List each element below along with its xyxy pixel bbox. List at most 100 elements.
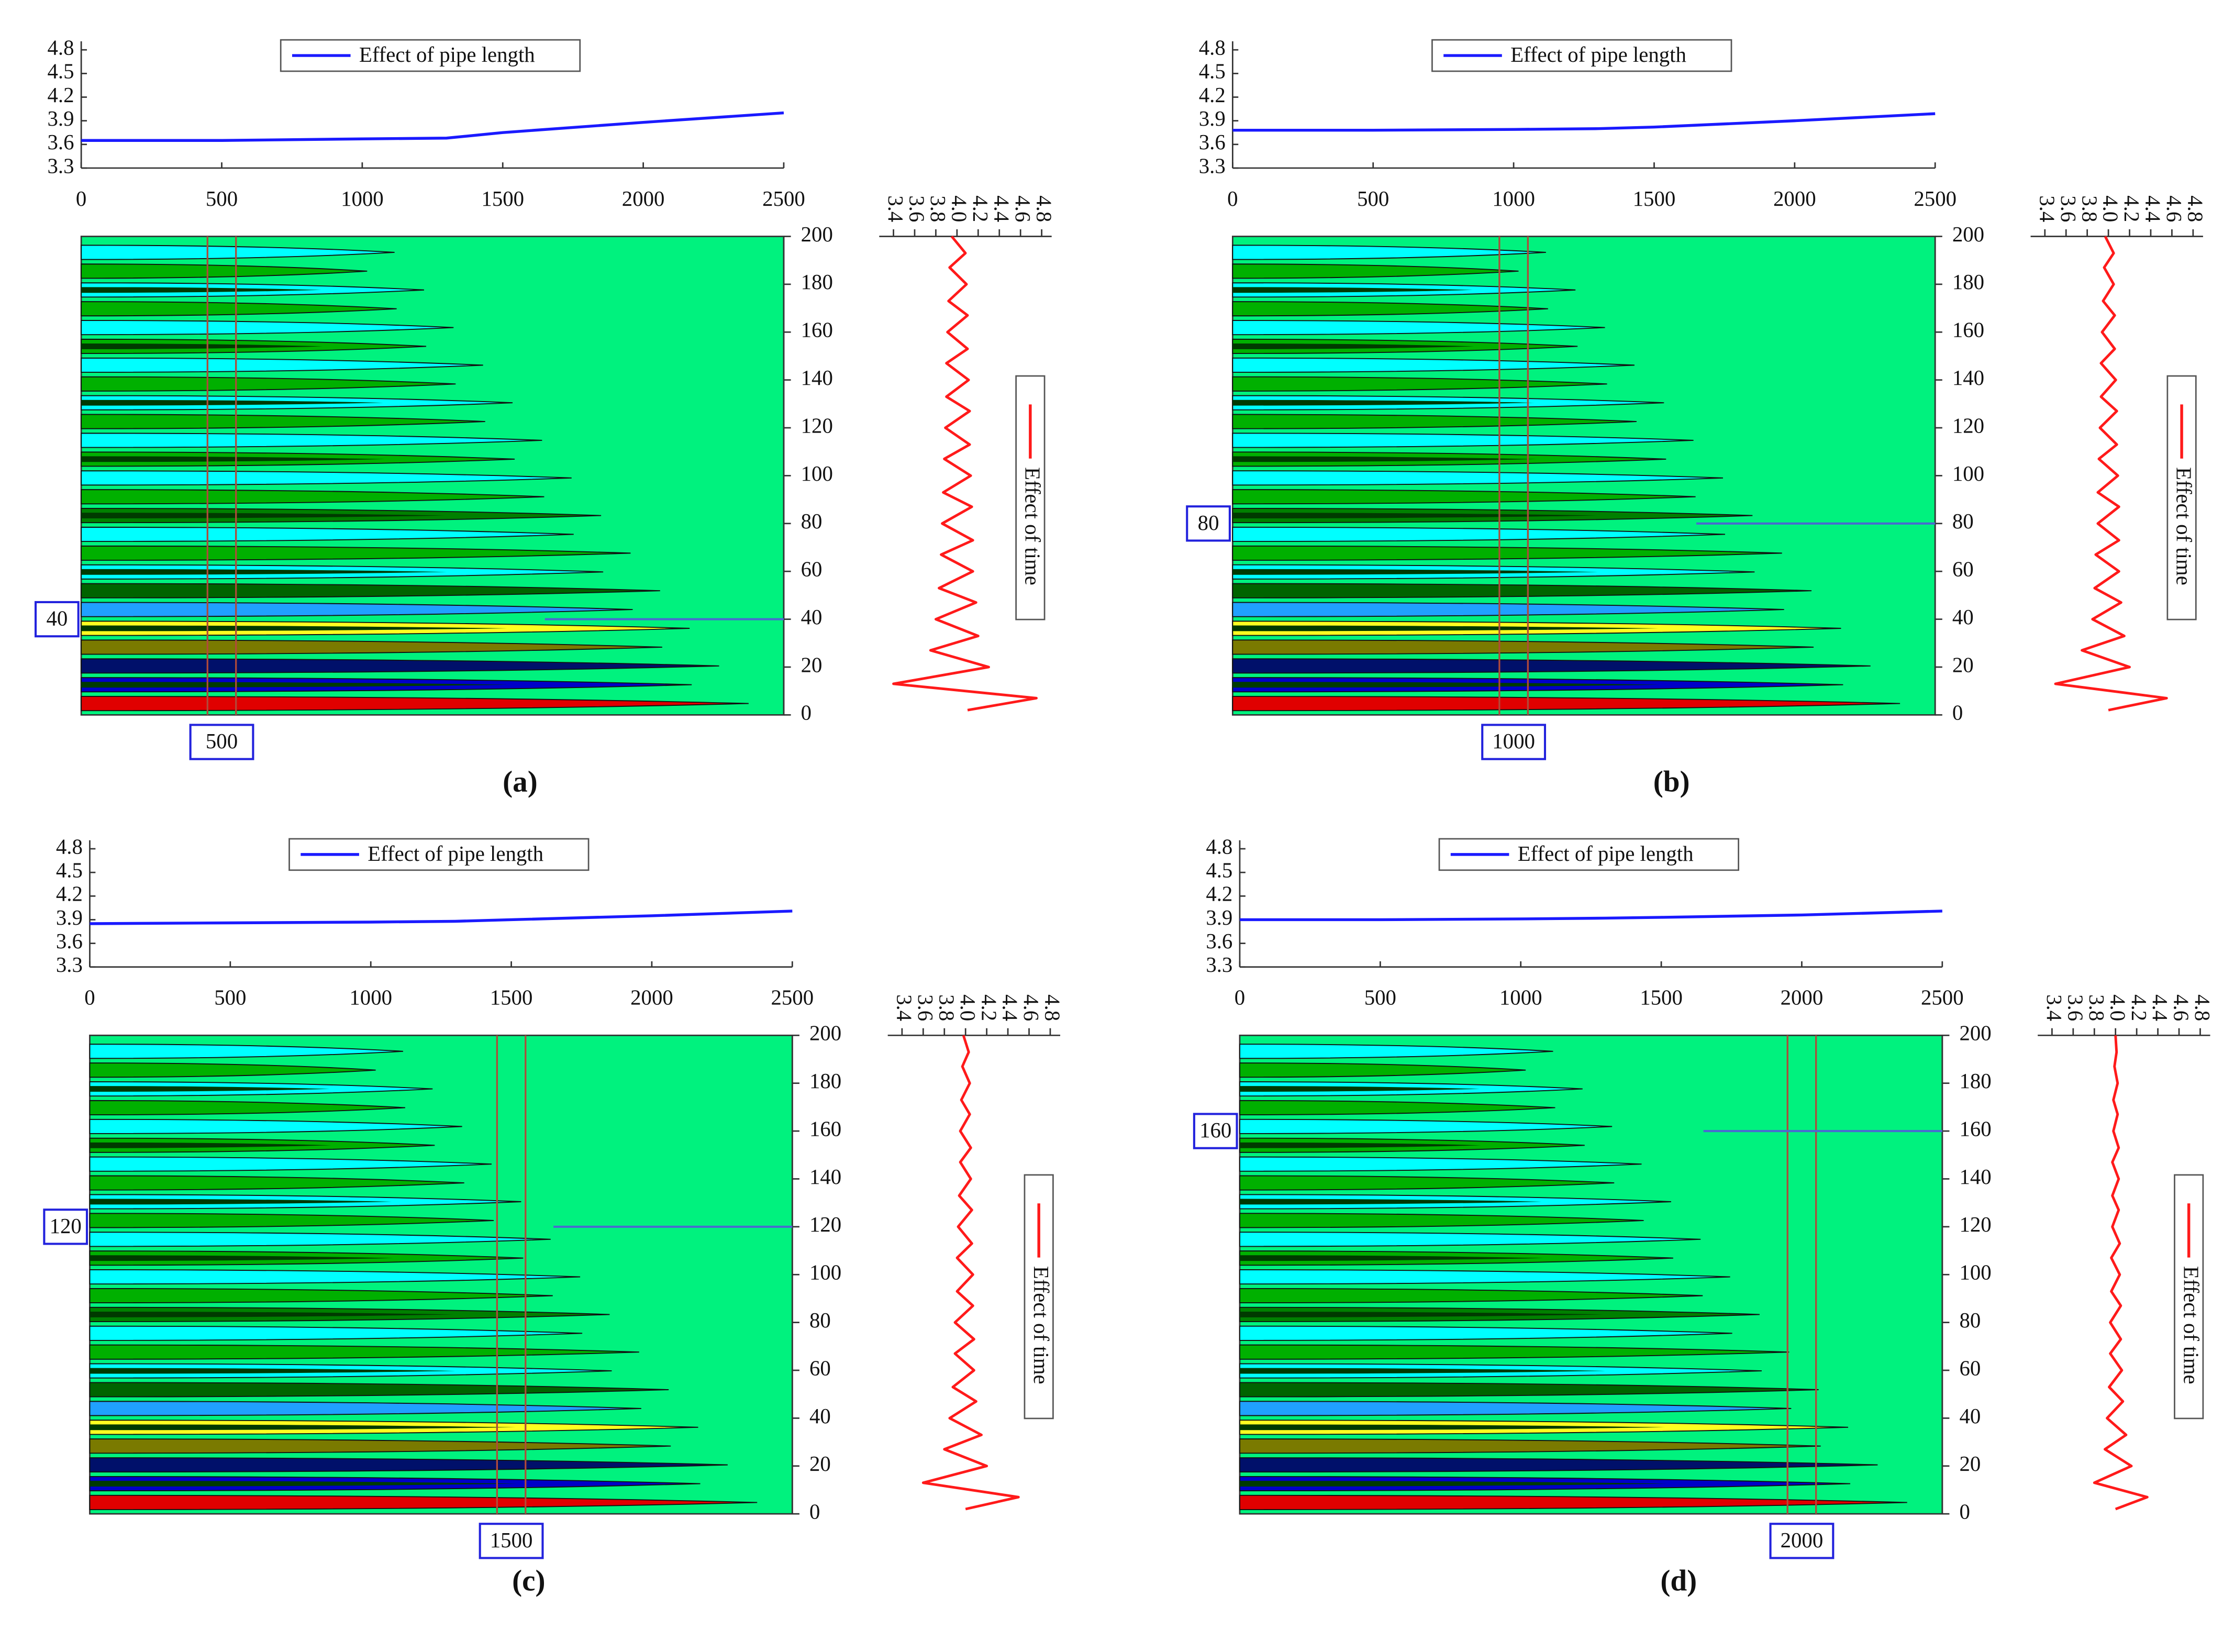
y-tick-label: 140 xyxy=(809,1165,841,1189)
x-tick-label: 4.6 xyxy=(2170,994,2193,1021)
contour-band xyxy=(1239,1118,1613,1134)
selected-y-box xyxy=(1186,505,1231,542)
y-tick-label: 120 xyxy=(1959,1213,1991,1236)
x-tick-label: 500 xyxy=(206,187,238,210)
contour-band xyxy=(1239,1175,1615,1191)
legend-label: Effect of pipe length xyxy=(1510,43,1686,66)
contour-inner xyxy=(1239,1311,1604,1317)
contour-inner xyxy=(81,343,323,349)
x-tick-label: 3.6 xyxy=(2057,195,2080,222)
x-tick-label: 0 xyxy=(1227,187,1238,210)
x-tick-label: 3.4 xyxy=(2035,195,2059,222)
selected-x-box xyxy=(1481,724,1547,760)
x-tick-label: 500 xyxy=(1357,187,1389,210)
y-tick-label: 100 xyxy=(1952,462,1984,485)
contour-band xyxy=(89,1269,581,1285)
contour-band xyxy=(89,1325,583,1341)
y-tick-label: 3.6 xyxy=(1199,130,1226,154)
selected-y-label: 120 xyxy=(50,1214,82,1238)
x-tick-label: 4.8 xyxy=(1041,994,1064,1021)
contour-inner xyxy=(1239,1255,1543,1261)
y-tick-label: 60 xyxy=(809,1356,831,1380)
x-tick-label: 4.0 xyxy=(956,994,980,1021)
x-tick-label: 2500 xyxy=(771,986,814,1010)
x-tick-label: 3.6 xyxy=(2063,994,2087,1021)
contour-band xyxy=(81,320,454,336)
y-tick-label: 3.9 xyxy=(1206,906,1232,929)
contour-band xyxy=(89,1062,376,1078)
contour-band xyxy=(1232,639,1814,655)
contour-inner xyxy=(90,1424,516,1431)
y-tick-label: 200 xyxy=(809,1022,841,1045)
y-tick-label: 0 xyxy=(1959,1500,1970,1524)
contour-inner xyxy=(1232,625,1659,631)
y-tick-label: 160 xyxy=(1959,1117,1991,1140)
x-tick-label: 1500 xyxy=(1633,187,1676,210)
y-tick-label: 4.8 xyxy=(1199,36,1226,60)
contour-band xyxy=(1232,433,1694,448)
y-tick-label: 120 xyxy=(1952,414,1984,437)
selected-y-box xyxy=(1193,1113,1238,1149)
selected-x-label: 500 xyxy=(206,729,238,753)
x-tick-label: 1000 xyxy=(349,986,392,1010)
line-series xyxy=(90,910,793,925)
contour-inner xyxy=(81,625,507,631)
y-tick-label: 3.6 xyxy=(1206,929,1232,953)
y-tick-label: 40 xyxy=(1959,1404,1981,1428)
contour-inner xyxy=(1239,1086,1480,1092)
x-tick-label: 4.4 xyxy=(2148,994,2172,1021)
x-tick-label: 4.6 xyxy=(2162,195,2186,222)
contour-band xyxy=(89,1438,671,1454)
contour-band xyxy=(1239,1232,1701,1247)
contour-inner xyxy=(81,400,383,406)
y-tick-label: 140 xyxy=(1959,1165,1991,1189)
x-tick-label: 4.2 xyxy=(969,195,992,222)
y-tick-label: 3.6 xyxy=(56,929,83,953)
y-tick-label: 3.9 xyxy=(48,107,74,130)
legend-label: Effect of time xyxy=(2172,467,2196,585)
y-tick-label: 4.5 xyxy=(1199,60,1226,83)
panel: 3.33.63.94.24.54.80 500 1000 1500 2000 2500Ef… xyxy=(1193,835,2214,1598)
x-tick-label: 4.8 xyxy=(2183,195,2207,222)
line-series xyxy=(921,1035,1020,1511)
y-tick-label: 20 xyxy=(1959,1452,1981,1476)
contour-inner xyxy=(1239,1142,1482,1148)
contour-band xyxy=(1239,1401,1792,1416)
contour-band xyxy=(81,470,572,486)
contour-band xyxy=(89,1344,639,1360)
y-tick-label: 4.2 xyxy=(1206,882,1232,906)
legend-label: Effect of pipe length xyxy=(359,43,535,66)
contour-band xyxy=(89,1100,406,1116)
y-tick-label: 180 xyxy=(801,270,833,294)
contour-inner xyxy=(81,682,509,688)
contour-inner xyxy=(1232,400,1535,406)
line-series xyxy=(1239,910,1942,922)
x-tick-label: 4.0 xyxy=(948,195,971,222)
y-tick-label: 80 xyxy=(809,1309,831,1332)
selected-x-label: 1500 xyxy=(490,1528,533,1552)
x-tick-label: 1000 xyxy=(341,187,384,210)
x-tick-label: 3.8 xyxy=(2077,195,2101,222)
contour-inner xyxy=(81,287,321,293)
y-tick-label: 40 xyxy=(809,1404,831,1428)
contour-band xyxy=(1239,1344,1789,1360)
panel: 3.33.63.94.24.54.80 500 1000 1500 2000 2500Ef… xyxy=(43,835,1064,1598)
x-tick-label: 0 xyxy=(84,986,95,1010)
contour-inner xyxy=(1232,343,1474,349)
selected-x-label: 2000 xyxy=(1781,1528,1824,1552)
y-tick-label: 160 xyxy=(1952,318,1984,342)
y-tick-label: 0 xyxy=(809,1500,820,1524)
contour-band xyxy=(1239,1044,1553,1059)
contour-band xyxy=(1239,1438,1821,1454)
contour-band xyxy=(1232,658,1871,674)
y-tick-label: 4.2 xyxy=(1199,83,1226,107)
y-tick-label: 80 xyxy=(1952,509,1974,533)
selected-y-label: 80 xyxy=(1198,511,1219,535)
contour-band xyxy=(89,1118,462,1134)
contour-band xyxy=(81,301,397,317)
y-tick-label: 3.9 xyxy=(56,906,83,929)
panel-caption: (a) xyxy=(503,766,538,799)
contour-band xyxy=(1232,545,1782,561)
contour-band xyxy=(1239,1100,1555,1116)
